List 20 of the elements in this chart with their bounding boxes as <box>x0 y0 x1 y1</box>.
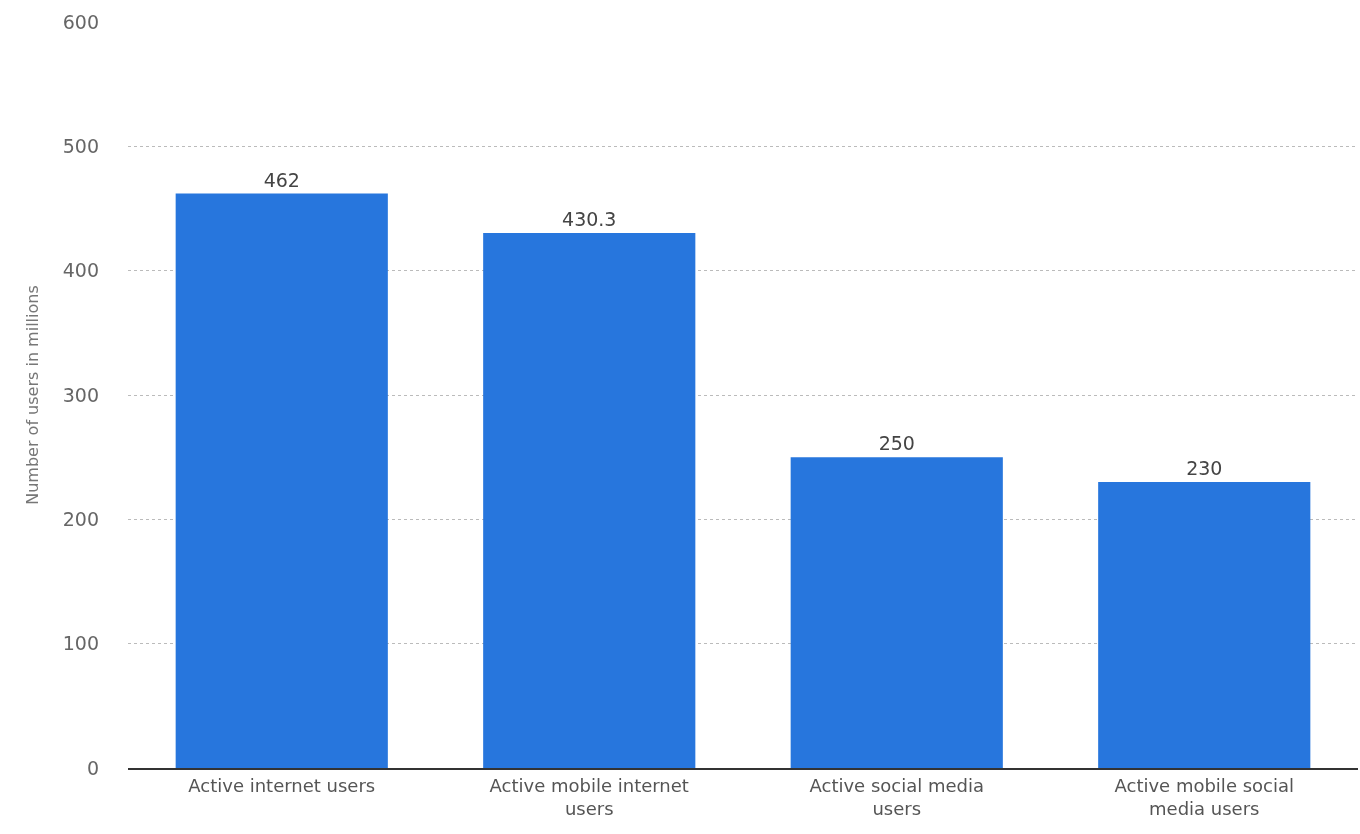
bar <box>1098 482 1311 768</box>
y-tick-label: 100 <box>62 632 99 655</box>
data-label: 250 <box>878 432 915 455</box>
data-label: 462 <box>263 168 300 191</box>
y-tick-label: 500 <box>62 134 99 157</box>
y-axis-title: Number of users in millions <box>22 285 42 505</box>
x-tick-label: Active mobile social media users <box>1114 774 1294 819</box>
x-tick-label: Active mobile internet users <box>489 774 689 819</box>
y-tick-label: 400 <box>62 259 99 282</box>
bar <box>790 457 1003 768</box>
data-label: 230 <box>1186 457 1223 480</box>
y-tick-label: 600 <box>62 10 99 33</box>
data-label: 430.3 <box>562 207 617 230</box>
bar <box>483 232 696 768</box>
x-tick-label: Active internet users <box>188 774 376 796</box>
x-tick-label: Active social media users <box>809 774 985 819</box>
y-tick-label: 300 <box>62 383 99 406</box>
y-tick-label: 0 <box>86 756 99 779</box>
bar <box>175 193 388 768</box>
y-tick-label: 200 <box>62 507 99 530</box>
